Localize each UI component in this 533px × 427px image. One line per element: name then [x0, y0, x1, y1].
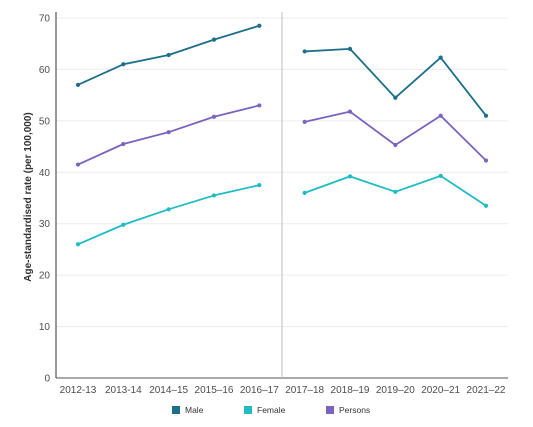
y-tick-label: 70 [39, 14, 51, 25]
legend-swatch-persons [326, 406, 334, 414]
data-point-persons [257, 103, 262, 108]
data-point-female [302, 190, 307, 195]
x-tick-label: 2012-13 [60, 385, 97, 396]
y-tick-label: 0 [44, 374, 50, 385]
data-point-male [302, 49, 307, 54]
y-tick-label: 40 [39, 168, 51, 179]
x-tick-label: 2019–20 [376, 385, 415, 396]
data-point-persons [211, 114, 217, 119]
data-point-male [166, 52, 171, 58]
legend-swatch-male [172, 406, 180, 414]
data-point-male [438, 55, 443, 60]
legend-label-persons: Persons [339, 405, 370, 415]
data-point-male [211, 37, 217, 42]
data-point-female [75, 242, 81, 247]
axes [55, 12, 508, 379]
data-point-male [393, 95, 398, 100]
y-tick-label: 20 [39, 271, 51, 282]
legend-swatch-female [244, 406, 252, 414]
series-line-persons-segment-2 [304, 110, 487, 162]
data-point-persons [302, 119, 307, 124]
data-point-male [121, 62, 126, 67]
data-point-male [347, 46, 353, 51]
data-point-male [75, 82, 81, 87]
data-point-persons [483, 158, 489, 163]
x-tick-label: 2017–18 [285, 385, 324, 396]
y-axis-title: Age-standardised rate (per 100,000) [23, 112, 34, 282]
data-point-persons [393, 142, 398, 148]
x-tick-label: 2015–16 [195, 385, 234, 396]
x-tick-label: 2014–15 [149, 385, 188, 396]
y-tick-label: 60 [39, 65, 51, 76]
data-point-male [257, 23, 262, 28]
data-point-female [347, 174, 353, 179]
legend-label-female: Female [257, 405, 286, 415]
legend-label-male: Male [185, 405, 204, 415]
y-tick-label: 30 [39, 219, 51, 230]
x-tick-label: 2018–19 [331, 385, 370, 396]
data-point-female [166, 207, 171, 212]
data-point-persons [438, 113, 443, 118]
series-line-female-segment-1 [77, 184, 260, 246]
x-tick-label: 2021–22 [467, 385, 506, 396]
data-point-persons [166, 130, 171, 135]
data-point-male [483, 113, 489, 118]
data-point-female [438, 173, 443, 178]
series-group [75, 23, 489, 247]
data-point-persons [75, 162, 81, 167]
data-point-persons [121, 141, 126, 147]
legend: Male Female Persons [172, 405, 370, 415]
x-tick-label: 2016–17 [240, 385, 279, 396]
series-line-male-segment-2 [304, 47, 487, 117]
data-point-female [211, 193, 217, 198]
y-tick-label: 50 [39, 116, 51, 127]
y-tick-label: 10 [39, 322, 51, 333]
series-line-persons-segment-1 [77, 104, 260, 166]
x-tick-label: 2013-14 [105, 385, 142, 396]
data-point-female [257, 183, 262, 188]
data-point-female [483, 203, 489, 208]
tick-labels: 0 10 20 30 40 50 60 70 2012-13 2013-14 2014–15 2015… [39, 14, 506, 397]
data-point-female [121, 222, 126, 227]
x-tick-label: 2020–21 [421, 385, 460, 396]
data-point-persons [347, 109, 353, 114]
data-point-female [393, 189, 398, 194]
